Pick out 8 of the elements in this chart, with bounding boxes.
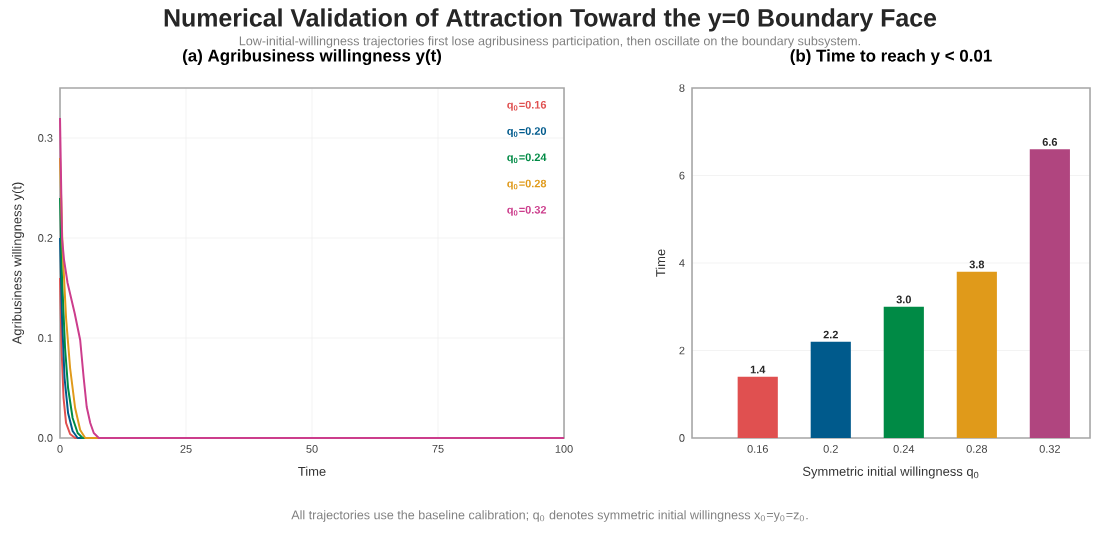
chart-title: (b) Time to reach y < 0.01 (790, 49, 992, 65)
bar (956, 271, 997, 438)
bar (737, 376, 778, 438)
bar (1029, 149, 1070, 438)
text: Numerical Validation of Attraction Toward the y=0 Boundary Face (164, 8, 937, 32)
bar (810, 341, 851, 438)
bar (883, 306, 924, 438)
chart-title: (a) Agribusiness willingness y(t) (182, 49, 442, 66)
